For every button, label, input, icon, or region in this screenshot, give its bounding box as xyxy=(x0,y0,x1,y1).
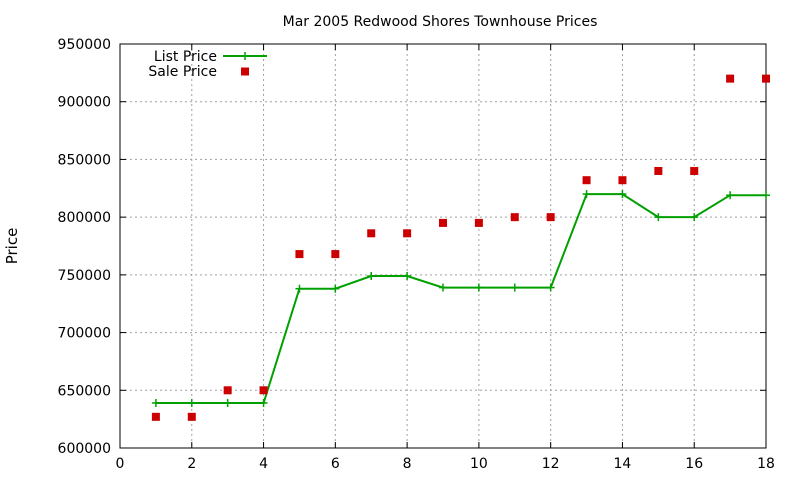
list-price-point xyxy=(474,283,483,292)
y-tick-label: 650000 xyxy=(58,383,111,399)
sale-price-point xyxy=(295,250,304,259)
list-price-point xyxy=(510,283,519,292)
list-price-point xyxy=(618,190,627,199)
y-tick-label: 750000 xyxy=(58,268,111,284)
sale-price-point xyxy=(546,213,555,222)
x-tick-label: 0 xyxy=(116,456,125,472)
list-price-point xyxy=(367,272,376,281)
sale-price-point xyxy=(726,74,735,83)
x-tick-label: 2 xyxy=(187,456,196,472)
list-price-point xyxy=(295,284,304,293)
y-tick-label: 600000 xyxy=(58,441,111,457)
y-axis-label: Price xyxy=(3,228,21,265)
legend-label-list-price: List Price xyxy=(154,49,217,65)
list-price-point xyxy=(151,398,160,407)
x-tick-label: 8 xyxy=(403,456,412,472)
chart-title: Mar 2005 Redwood Shores Townhouse Prices xyxy=(283,14,598,30)
sale-price-point xyxy=(654,166,663,175)
list-price-point xyxy=(690,213,699,222)
sale-price-point xyxy=(690,166,699,175)
legend-label-sale-price: Sale Price xyxy=(148,64,217,80)
list-price-point xyxy=(582,190,591,199)
series-line-list-price xyxy=(155,193,766,404)
y-tick-label: 850000 xyxy=(58,152,111,168)
sale-price-point xyxy=(151,412,160,421)
list-price-point xyxy=(762,191,770,200)
list-price-point xyxy=(403,272,412,281)
x-tick-label: 18 xyxy=(757,456,775,472)
sale-price-point xyxy=(367,229,376,238)
list-price-point xyxy=(439,283,447,292)
sale-price-point xyxy=(223,386,232,395)
list-price-point xyxy=(654,213,663,222)
sale-price-point xyxy=(474,218,483,227)
y-tick-label: 800000 xyxy=(58,210,111,226)
sale-price-point xyxy=(762,74,770,83)
y-tick-label: 700000 xyxy=(58,326,111,342)
legend-marker-sale-price xyxy=(241,67,249,76)
sale-price-point xyxy=(331,250,340,259)
list-price-point xyxy=(259,398,268,407)
sale-price-point xyxy=(187,412,196,421)
list-price-point xyxy=(546,283,555,292)
list-price-point xyxy=(187,398,196,407)
grid-lines xyxy=(120,44,766,448)
list-price-point xyxy=(331,284,340,293)
sale-price-point xyxy=(582,176,591,185)
plot-frame xyxy=(119,43,767,449)
axis-ticks: 0 2 4 6 8 10 12 14 16 18 600000 650000 700000 750000 8… xyxy=(58,37,775,472)
sale-price-point xyxy=(259,386,268,395)
x-tick-label: 14 xyxy=(614,456,632,472)
list-price-point xyxy=(223,398,232,407)
x-tick-label: 12 xyxy=(542,456,560,472)
x-tick-label: 10 xyxy=(470,456,488,472)
y-tick-label: 900000 xyxy=(58,95,111,111)
y-tick-label: 950000 xyxy=(58,37,111,53)
series-layer xyxy=(151,74,770,421)
list-price-point xyxy=(726,191,735,200)
sale-price-point xyxy=(618,176,627,185)
sale-price-point xyxy=(403,229,412,238)
x-tick-label: 4 xyxy=(259,456,268,472)
x-tick-label: 6 xyxy=(331,456,340,472)
sale-price-point xyxy=(510,213,519,222)
legend-marker-list-price xyxy=(241,52,249,60)
x-tick-label: 16 xyxy=(685,456,703,472)
sale-price-point xyxy=(439,218,447,227)
legend: List Price Sale Price xyxy=(148,49,267,80)
